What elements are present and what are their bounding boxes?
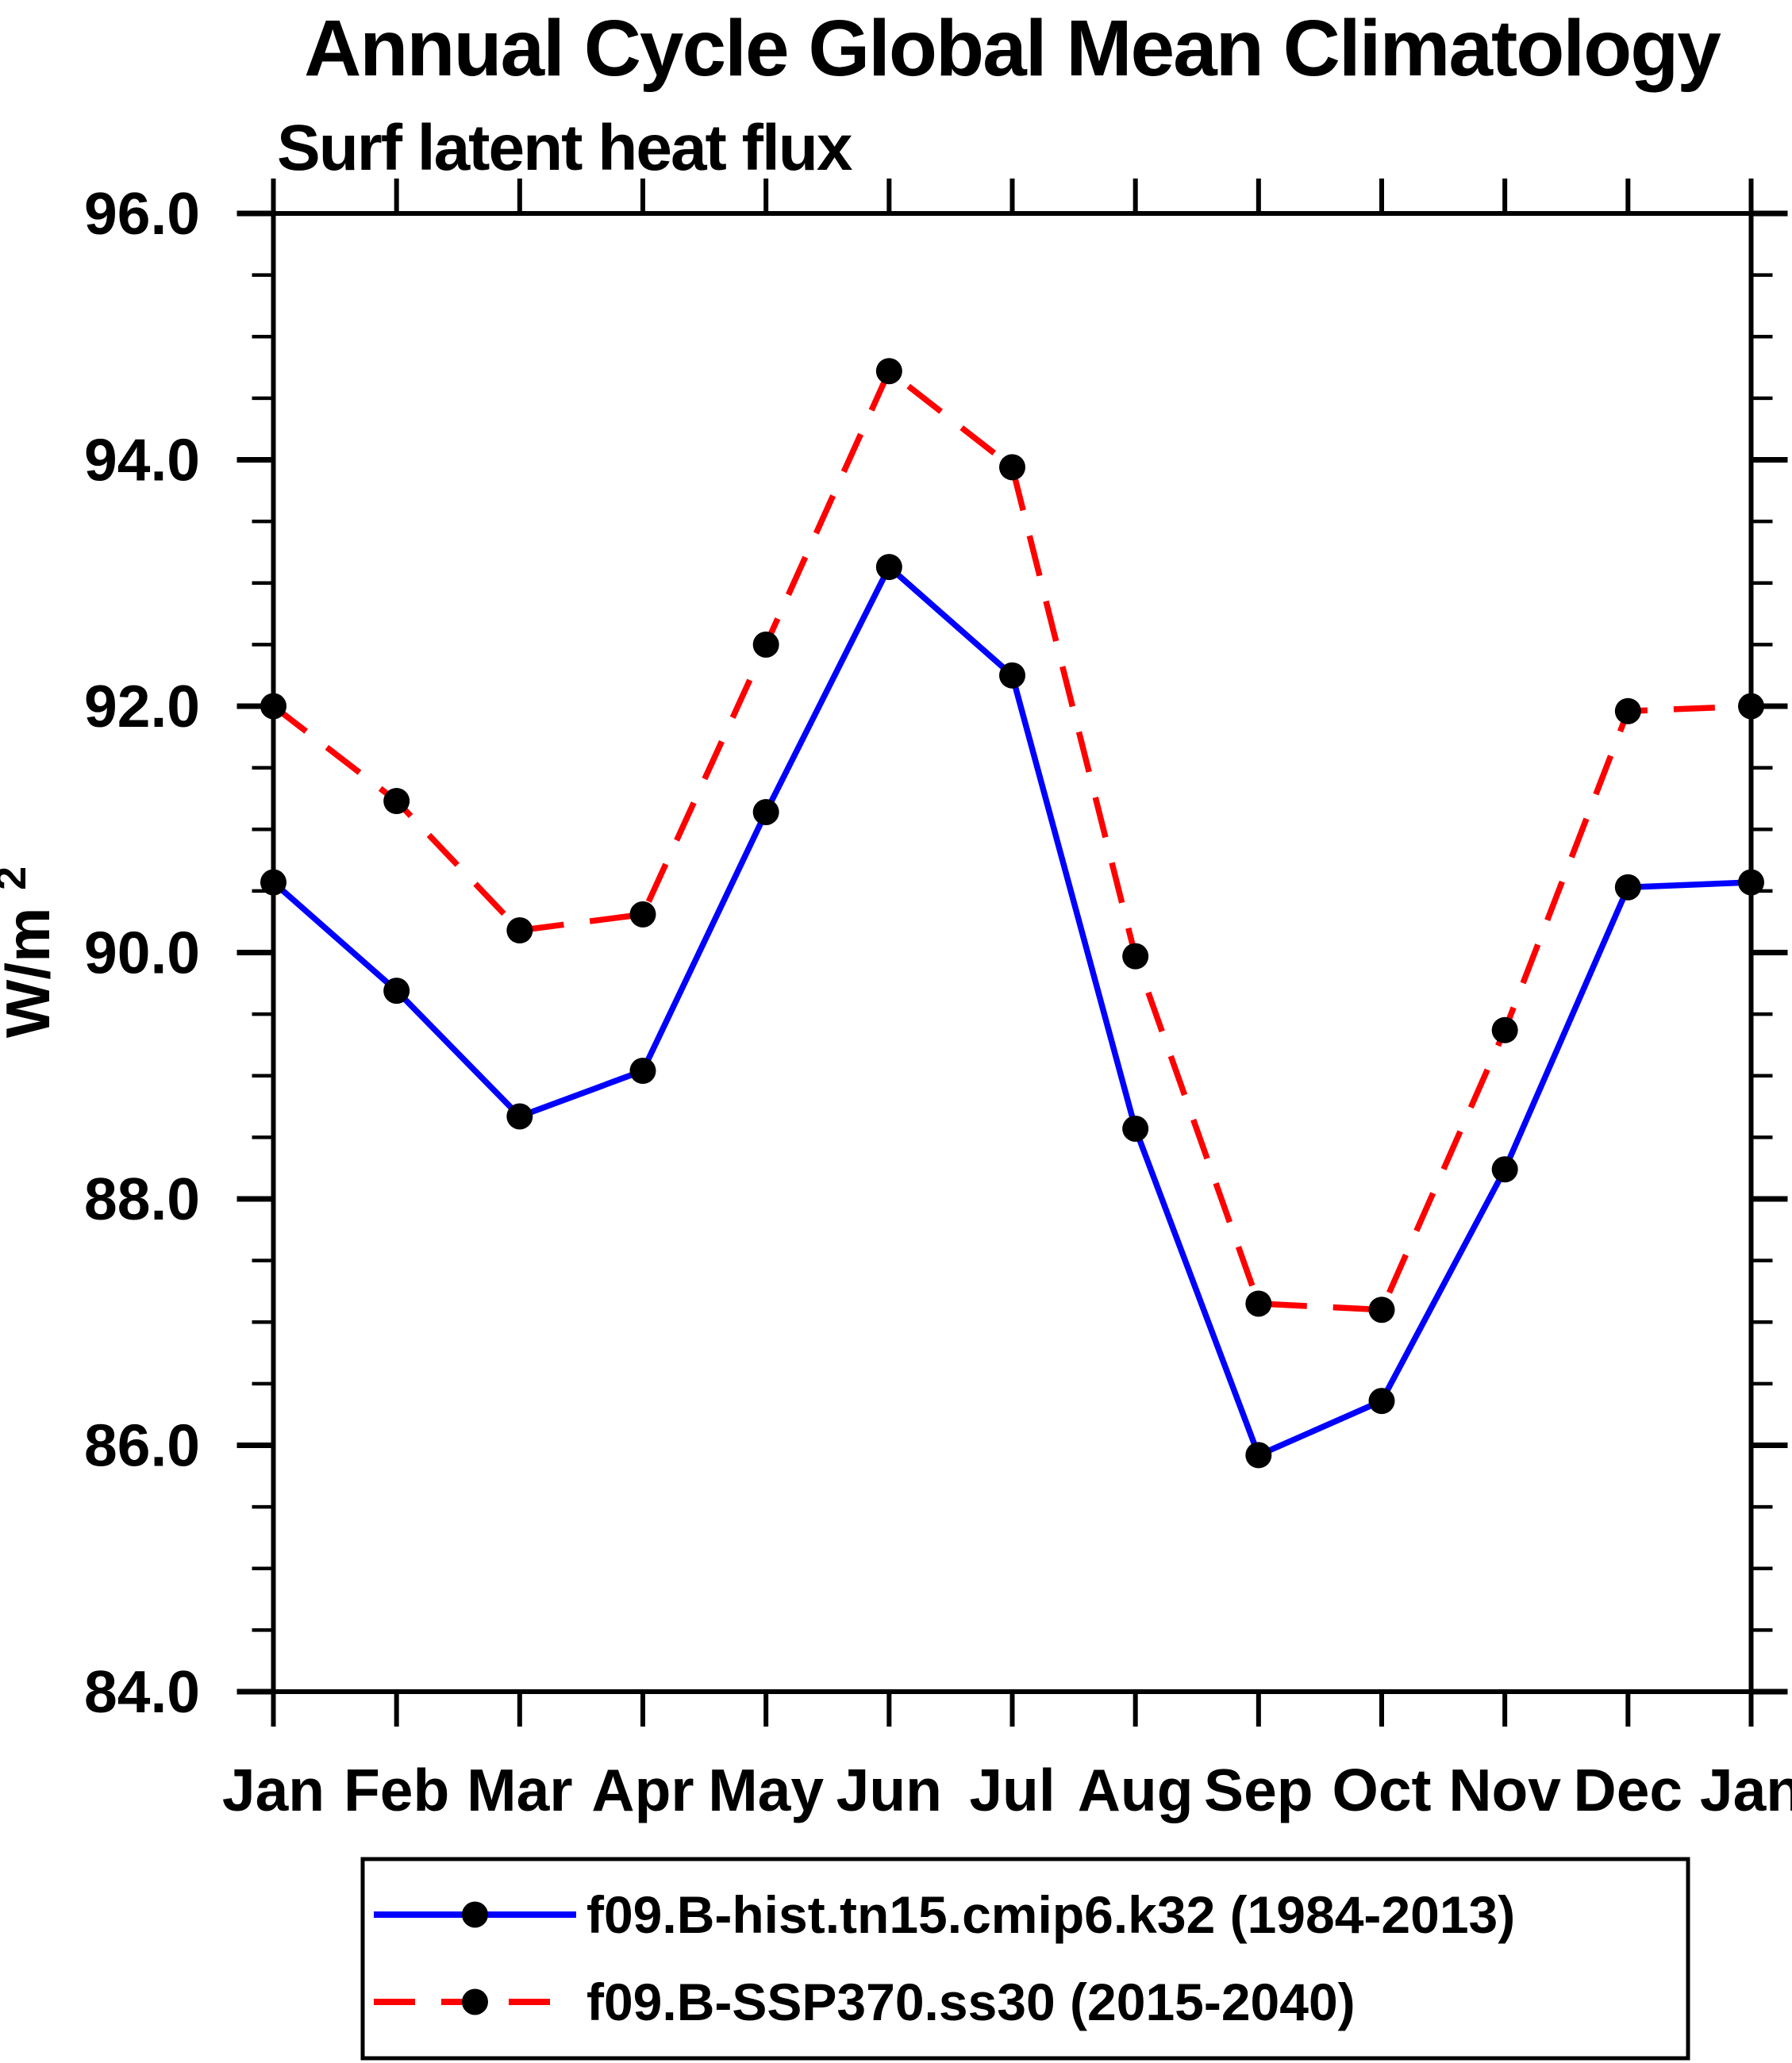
y-axis-ticks xyxy=(236,210,1788,1695)
x-tick-label: Jan xyxy=(1700,1757,1792,1823)
x-tick-label: Oct xyxy=(1332,1757,1431,1823)
y-tick-label: 92.0 xyxy=(84,673,200,740)
x-tick-label: Dec xyxy=(1574,1757,1683,1823)
data-point-hist-Jan xyxy=(260,869,286,896)
data-point-ssp370-Jun xyxy=(875,358,902,385)
plot-frame xyxy=(271,211,1754,1694)
x-tick-label: Sep xyxy=(1204,1757,1313,1823)
data-point-ssp370-Sep xyxy=(1245,1290,1272,1317)
y-tick-label: 88.0 xyxy=(84,1166,200,1232)
legend: f09.B-hist.tn15.cmip6.k32 (1984-2013) f0… xyxy=(360,1857,1690,2061)
data-point-hist-Mar xyxy=(506,1103,533,1130)
data-point-hist-Nov xyxy=(1491,1156,1518,1183)
data-point-ssp370-Mar xyxy=(506,917,533,944)
data-point-ssp370-Aug xyxy=(1122,943,1149,970)
legend-label-ssp370: f09.B-SSP370.ss30 (2015-2040) xyxy=(586,1973,1356,2031)
data-point-ssp370-Feb xyxy=(383,788,410,815)
y-tick-label: 90.0 xyxy=(84,920,200,986)
legend-box xyxy=(360,1857,1690,2061)
data-point-hist-Dec xyxy=(1614,874,1641,901)
x-tick-label: May xyxy=(708,1757,824,1823)
series-line-hist xyxy=(271,562,1752,1459)
x-tick-label: Jun xyxy=(836,1757,942,1823)
legend-entry-hist: f09.B-hist.tn15.cmip6.k32 (1984-2013) xyxy=(374,1885,1515,1944)
data-point-hist-Oct xyxy=(1368,1388,1395,1415)
data-point-hist-Feb xyxy=(383,978,410,1005)
x-tick-label: Feb xyxy=(344,1757,449,1823)
data-point-hist-Sep xyxy=(1245,1442,1272,1469)
y-axis-label-superscript: 2 xyxy=(0,866,35,890)
data-point-hist-Jul xyxy=(999,662,1025,689)
data-point-ssp370-Dec xyxy=(1614,697,1641,724)
data-point-ssp370-Apr xyxy=(629,901,656,928)
legend-label-hist: f09.B-hist.tn15.cmip6.k32 (1984-2013) xyxy=(586,1885,1515,1944)
series-line-ssp370 xyxy=(271,366,1752,1313)
legend-entry-ssp370: f09.B-SSP370.ss30 (2015-2040) xyxy=(374,1973,1356,2031)
data-point-hist-Apr xyxy=(629,1058,656,1085)
data-series xyxy=(260,358,1764,1469)
x-tick-label: Aug xyxy=(1078,1757,1194,1823)
data-point-ssp370-Jan xyxy=(260,693,286,720)
data-point-ssp370-Oct xyxy=(1368,1297,1395,1323)
y-axis-tick-labels: 84.0 86.0 88.0 90.0 92.0 94.0 96.0 xyxy=(84,180,200,1725)
x-tick-label: Mar xyxy=(467,1757,572,1823)
x-tick-label: Jul xyxy=(969,1757,1055,1823)
legend-marker-hist xyxy=(462,1901,488,1928)
data-point-hist-Jun xyxy=(875,554,902,581)
x-tick-label: Jan xyxy=(222,1757,325,1823)
data-point-hist-Aug xyxy=(1122,1116,1149,1143)
x-axis-ticks xyxy=(271,179,1754,1727)
y-tick-label: 94.0 xyxy=(84,427,200,494)
y-axis-label-main: W/m xyxy=(0,908,63,1039)
x-tick-label: Nov xyxy=(1448,1757,1561,1823)
data-point-ssp370-May xyxy=(752,631,779,658)
y-tick-label: 96.0 xyxy=(84,180,200,247)
data-point-ssp370-Jul xyxy=(999,454,1025,481)
data-point-ssp370-Nov xyxy=(1491,1016,1518,1043)
y-tick-label: 86.0 xyxy=(84,1412,200,1479)
x-tick-label: Apr xyxy=(591,1757,694,1823)
chart-subtitle: Surf latent heat flux xyxy=(277,112,852,184)
y-tick-label: 84.0 xyxy=(84,1658,200,1725)
y-axis-label: W/m 2 xyxy=(0,866,63,1038)
data-point-ssp370-Jan xyxy=(1738,693,1764,720)
data-point-hist-May xyxy=(752,799,779,826)
x-axis-tick-labels: Jan Feb Mar Apr May Jun Jul Aug Sep Oct Nov Dec Jan xyxy=(222,1757,1792,1823)
legend-marker-ssp370 xyxy=(462,1988,488,2015)
data-point-hist-Jan xyxy=(1738,869,1764,896)
chart-title: Annual Cycle Global Mean Climatology xyxy=(304,4,1721,93)
